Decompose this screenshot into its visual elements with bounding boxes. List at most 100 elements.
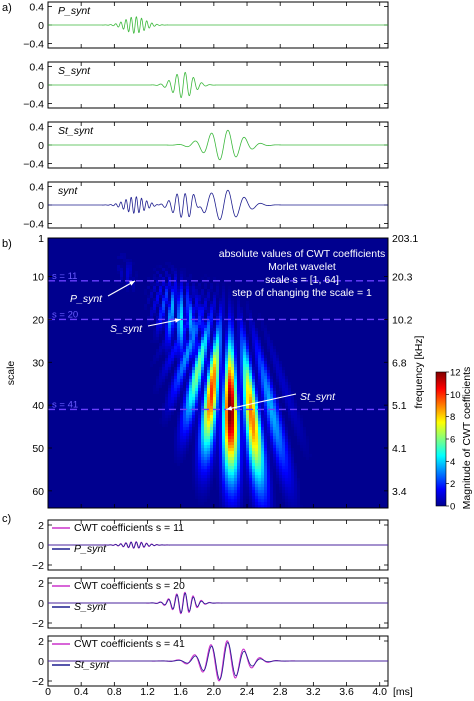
heatmap-cell — [192, 439, 195, 442]
heatmap-cell — [171, 358, 174, 361]
heatmap-cell — [207, 436, 210, 439]
heatmap-cell — [177, 334, 180, 337]
heatmap-cell — [213, 349, 216, 352]
heatmap-cell — [156, 304, 159, 307]
heatmap-cell — [249, 451, 252, 454]
heatmap-cell — [177, 430, 180, 433]
heatmap-cell — [198, 298, 201, 301]
heatmap-cell — [189, 385, 192, 388]
heatmap-cell — [288, 466, 291, 469]
heatmap-cell — [240, 493, 243, 496]
heatmap-cell — [264, 439, 267, 442]
heatmap-cell — [165, 361, 168, 364]
heatmap-cell — [126, 277, 129, 280]
heatmap-cell — [192, 292, 195, 295]
heatmap-cell — [234, 490, 237, 493]
heatmap-cell — [246, 316, 249, 319]
heatmap-cell — [219, 433, 222, 436]
heatmap-cell — [264, 436, 267, 439]
heatmap-cell — [234, 499, 237, 502]
heatmap-cell — [201, 439, 204, 442]
heatmap-cell — [168, 397, 171, 400]
panel-a-subplot-2: 0.40−0.4S_synt — [23, 61, 389, 110]
heatmap-cell — [240, 370, 243, 373]
heatmap-cell — [246, 385, 249, 388]
heatmap-cell — [219, 370, 222, 373]
heatmap-cell — [171, 352, 174, 355]
heatmap-cell — [279, 439, 282, 442]
heatmap-cell — [189, 349, 192, 352]
heatmap-cell — [213, 307, 216, 310]
heatmap-cell — [219, 409, 222, 412]
heatmap-cell — [171, 379, 174, 382]
heatmap-cell — [225, 370, 228, 373]
heatmap-cell — [177, 433, 180, 436]
heatmap-cell — [189, 409, 192, 412]
heatmap-cell — [297, 430, 300, 433]
heatmap-cell — [270, 379, 273, 382]
heatmap-cell — [198, 478, 201, 481]
c1-signal-line — [48, 541, 388, 549]
heatmap-cell — [180, 355, 183, 358]
heatmap-cell — [156, 337, 159, 340]
heatmap-cell — [258, 442, 261, 445]
heatmap-cell — [222, 433, 225, 436]
heatmap-cell — [189, 340, 192, 343]
heatmap-cell — [294, 469, 297, 472]
heatmap-cell — [300, 436, 303, 439]
heatmap-cell — [186, 358, 189, 361]
heatmap-cell — [243, 472, 246, 475]
heatmap-cell — [219, 439, 222, 442]
heatmap-cell — [222, 349, 225, 352]
heatmap-cell — [204, 346, 207, 349]
heatmap-cell — [231, 334, 234, 337]
heatmap-cell — [213, 337, 216, 340]
heatmap-cell — [207, 382, 210, 385]
heatmap-cell — [189, 436, 192, 439]
heatmap-cell — [228, 382, 231, 385]
heatmap-cell — [252, 427, 255, 430]
heatmap-cell — [171, 346, 174, 349]
heatmap-cell — [156, 352, 159, 355]
heatmap-cell — [132, 262, 135, 265]
heatmap-cell — [174, 454, 177, 457]
heatmap-cell — [174, 376, 177, 379]
heatmap-cell — [240, 484, 243, 487]
heatmap-cell — [210, 409, 213, 412]
heatmap-cell — [183, 454, 186, 457]
heatmap-cell — [261, 466, 264, 469]
heatmap-cell — [192, 469, 195, 472]
heatmap-cell — [273, 355, 276, 358]
heatmap-cell — [261, 382, 264, 385]
heatmap-cell — [222, 319, 225, 322]
heatmap-cell — [237, 322, 240, 325]
heatmap-cell — [249, 487, 252, 490]
heatmap-cell — [225, 475, 228, 478]
heatmap-cell — [222, 379, 225, 382]
heatmap-cell — [186, 427, 189, 430]
heatmap-cell — [282, 421, 285, 424]
heatmap-cell — [150, 289, 153, 292]
heatmap-cell — [240, 442, 243, 445]
heatmap-cell — [288, 382, 291, 385]
heatmap-cell — [171, 334, 174, 337]
heatmap-cell — [294, 427, 297, 430]
heatmap-cell — [246, 340, 249, 343]
heatmap-cell — [258, 463, 261, 466]
heatmap-cell — [165, 373, 168, 376]
heatmap-cell — [189, 388, 192, 391]
heatmap-cell — [237, 487, 240, 490]
heatmap-cell — [294, 487, 297, 490]
heatmap-cell — [246, 376, 249, 379]
heatmap-cell — [297, 496, 300, 499]
heatmap-cell — [231, 298, 234, 301]
heatmap-cell — [279, 406, 282, 409]
heatmap-cell — [213, 295, 216, 298]
heatmap-cell — [204, 358, 207, 361]
heatmap-cell — [273, 493, 276, 496]
heatmap-cell — [243, 373, 246, 376]
heatmap-cell — [204, 433, 207, 436]
heatmap-cell — [285, 484, 288, 487]
heatmap-cell — [213, 343, 216, 346]
heatmap-cell — [192, 349, 195, 352]
